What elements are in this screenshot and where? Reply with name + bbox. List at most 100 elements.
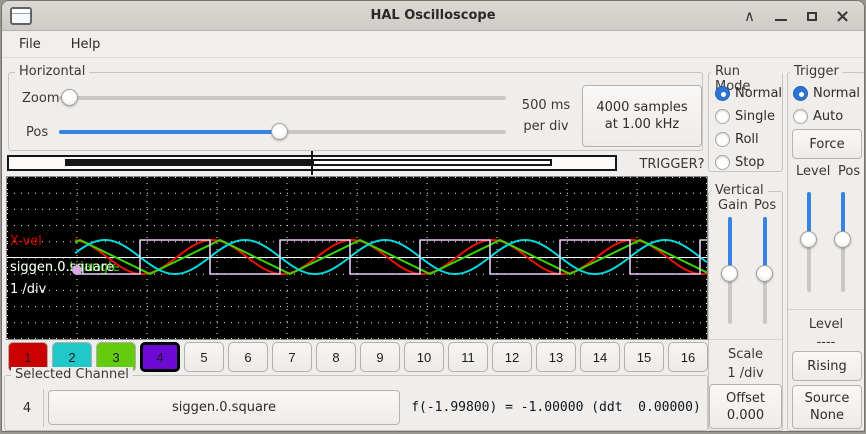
gain-slider[interactable]	[721, 217, 739, 324]
offset-button[interactable]: Offset 0.000	[709, 384, 782, 429]
hpos-slider[interactable]	[59, 123, 506, 141]
minimize-icon	[774, 19, 787, 21]
channel-button-4[interactable]: 4	[140, 342, 180, 372]
samples-line2: at 1.00 kHz	[604, 117, 680, 132]
display-window-bar	[312, 159, 552, 166]
maximize-button[interactable]	[796, 1, 827, 31]
radio-icon[interactable]	[793, 85, 808, 101]
hpos-slider-handle[interactable]	[271, 123, 288, 140]
run-mode-option-single[interactable]: Single	[715, 108, 775, 124]
radio-label: Normal	[735, 85, 783, 101]
samples-button[interactable]: 4000 samples at 1.00 kHz	[582, 85, 702, 147]
trigger-level-fill	[807, 192, 811, 240]
trigger-level-slider[interactable]	[800, 192, 818, 292]
force-button[interactable]: Force	[792, 129, 862, 159]
trigger-option-normal[interactable]: Normal	[793, 85, 860, 101]
radio-icon[interactable]	[793, 108, 808, 124]
offset-value: 0.000	[726, 407, 765, 423]
channel-button-16[interactable]: 16	[668, 342, 708, 372]
channel-button-8[interactable]: 8	[316, 342, 356, 372]
channel-button-14[interactable]: 14	[580, 342, 620, 372]
scope-selected-label: siggen.0.square	[10, 260, 114, 275]
selected-channel-name: siggen.0.square	[172, 400, 276, 415]
selected-channel-group-label: Selected Channel	[11, 367, 133, 382]
trigger-level-header: Level	[796, 164, 831, 179]
rate-per-div-line1: 500 ms	[521, 98, 571, 113]
zoom-slider-track[interactable]	[59, 96, 506, 100]
menu-item-file[interactable]: File	[19, 36, 41, 52]
radio-label: Single	[735, 108, 775, 124]
radio-icon[interactable]	[715, 85, 730, 101]
vertical-separator	[709, 339, 782, 340]
channel-button-6[interactable]: 6	[228, 342, 268, 372]
selected-channel-group: Selected Channel 4 siggen.0.square f(-1.…	[4, 367, 708, 431]
radio-icon[interactable]	[715, 108, 730, 124]
channel-button-12[interactable]: 12	[492, 342, 532, 372]
channel-button-7[interactable]: 7	[272, 342, 312, 372]
minimize-button[interactable]	[765, 1, 796, 31]
radio-label: Roll	[735, 131, 759, 147]
trigger-pos-fill	[841, 192, 845, 240]
channel-button-5[interactable]: 5	[184, 342, 224, 372]
scale-label: Scale	[728, 347, 763, 362]
scope-grid	[7, 177, 707, 339]
channel-button-10[interactable]: 10	[404, 342, 444, 372]
run-mode-option-roll[interactable]: Roll	[715, 131, 759, 147]
selected-channel-name-button[interactable]: siggen.0.square	[48, 390, 400, 425]
radio-icon[interactable]	[715, 154, 730, 170]
rising-edge-button[interactable]: Rising	[792, 351, 862, 381]
trigger-level-handle[interactable]	[800, 231, 817, 248]
source-label: Source	[804, 391, 850, 406]
force-button-label: Force	[809, 136, 845, 152]
run-mode-group: Run Mode Normal Single Roll Stop	[708, 64, 783, 172]
scope-display: X-vel siggen.0.triangle siggen.0.square …	[6, 176, 708, 340]
trigger-separator	[788, 309, 864, 310]
channel-button-15[interactable]: 15	[624, 342, 664, 372]
radio-label: Stop	[735, 154, 765, 170]
radio-label: Normal	[813, 85, 861, 101]
maximize-icon	[806, 11, 817, 21]
shade-button[interactable]: ∧	[734, 1, 765, 31]
vertical-group-label: Vertical	[711, 183, 768, 198]
selected-channel-number: 4	[11, 389, 44, 427]
gain-slider-fill	[728, 217, 732, 274]
trigger-source-button[interactable]: Source None	[792, 385, 862, 429]
menu-item-help[interactable]: Help	[70, 36, 101, 52]
channel-value-readout: f(-1.99800) = -1.00000 (ddt 0.00000)	[411, 400, 701, 415]
run-mode-option-normal[interactable]: Normal	[715, 85, 782, 101]
scale-value: 1 /div	[727, 366, 764, 381]
trigger-question-label: TRIGGER?	[639, 157, 705, 172]
rising-edge-label: Rising	[807, 358, 847, 374]
samples-line1: 4000 samples	[596, 100, 688, 115]
scope-scale-label: 1 /div	[10, 282, 47, 297]
window-menu-icon[interactable]	[10, 7, 32, 25]
hpos-slider-fill	[59, 130, 280, 134]
source-value: None	[810, 408, 844, 423]
trigger-option-auto[interactable]: Auto	[793, 108, 843, 124]
trigger-level-label: Level	[808, 317, 844, 332]
trigger-group-label: Trigger	[790, 64, 843, 79]
menubar: File Help	[2, 31, 864, 58]
channel-button-row: 1 2 3 4 5 6 7 8 9 10 11 12 13 14 15 16	[8, 342, 708, 372]
zoom-slider[interactable]	[59, 89, 506, 107]
trigger-position-tick	[311, 151, 313, 175]
run-mode-option-stop[interactable]: Stop	[715, 154, 765, 170]
vpos-slider-handle[interactable]	[756, 265, 773, 282]
trigger-pos-slider[interactable]	[834, 192, 852, 292]
record-fill-bar	[65, 159, 312, 166]
radio-label: Auto	[813, 108, 844, 124]
channel-button-9[interactable]: 9	[360, 342, 400, 372]
gain-slider-handle[interactable]	[721, 265, 738, 282]
zoom-slider-handle[interactable]	[61, 89, 78, 106]
trigger-pos-handle[interactable]	[834, 231, 851, 248]
window-title: HAL Oscilloscope	[370, 8, 496, 23]
main-content: Horizontal Zoom Pos 500 ms per div 4000 …	[2, 58, 864, 431]
trigger-group: Trigger Normal Auto Force Level Pos	[787, 64, 864, 431]
radio-icon[interactable]	[715, 131, 730, 147]
channel-button-11[interactable]: 11	[448, 342, 488, 372]
vpos-slider[interactable]	[756, 217, 774, 324]
channel-button-13[interactable]: 13	[536, 342, 576, 372]
trigger-level-value: ----	[816, 335, 836, 350]
close-button[interactable]: ×	[827, 1, 858, 31]
